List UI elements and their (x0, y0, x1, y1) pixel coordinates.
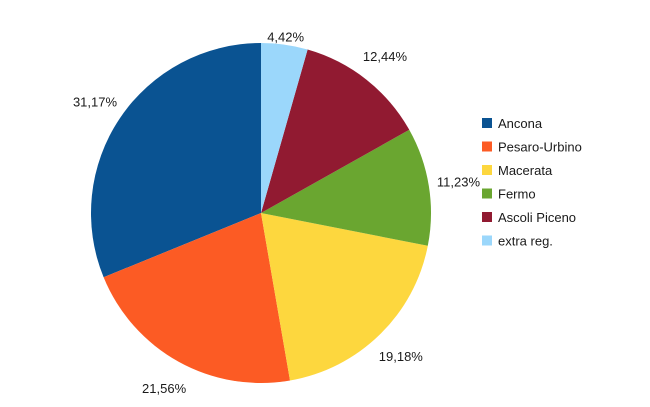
pie-slice-ancona (91, 43, 261, 278)
legend-swatch-fermo (482, 188, 492, 199)
legend-label-fermo: Fermo (498, 187, 536, 202)
legend-swatch-ascoli-piceno (482, 212, 492, 222)
pie-slices (91, 43, 432, 383)
pie-slice-macerata (261, 213, 428, 381)
legend-label-macerata: Macerata (498, 163, 553, 178)
legend-label-ascoli-piceno: Ascoli Piceno (498, 210, 576, 225)
legend-label-extra-reg: extra reg. (498, 234, 553, 249)
legend-swatch-pesaro-urbino (482, 141, 492, 152)
legend-label-ancona: Ancona (498, 116, 543, 131)
data-label-ascoli-piceno: 12,44% (363, 49, 408, 64)
data-label-macerata: 19,18% (379, 349, 424, 364)
data-label-pesaro-urbino: 21,56% (142, 381, 187, 396)
data-label-fermo: 11,23% (437, 174, 481, 189)
legend-swatch-macerata (482, 165, 492, 175)
legend-swatch-extra-reg (482, 235, 492, 246)
pie-slice-ascoli-piceno (261, 49, 410, 214)
pie-slice-pesaro-urbino (103, 213, 291, 383)
data-label-ancona: 31,17% (73, 94, 118, 109)
data-labels: 31,17% 21,56% 19,18% 11,23% 12,44% 4,42% (73, 30, 481, 396)
legend: Ancona Pesaro-Urbino Macerata Fermo Ascoli P… (482, 116, 582, 249)
legend-label-pesaro-urbino: Pesaro-Urbino (498, 140, 582, 155)
data-label-extra-reg: 4,42% (267, 30, 304, 45)
legend-swatch-ancona (482, 118, 492, 128)
pie-slice-extra-reg (261, 43, 308, 213)
pie-slice-fermo (261, 129, 432, 246)
